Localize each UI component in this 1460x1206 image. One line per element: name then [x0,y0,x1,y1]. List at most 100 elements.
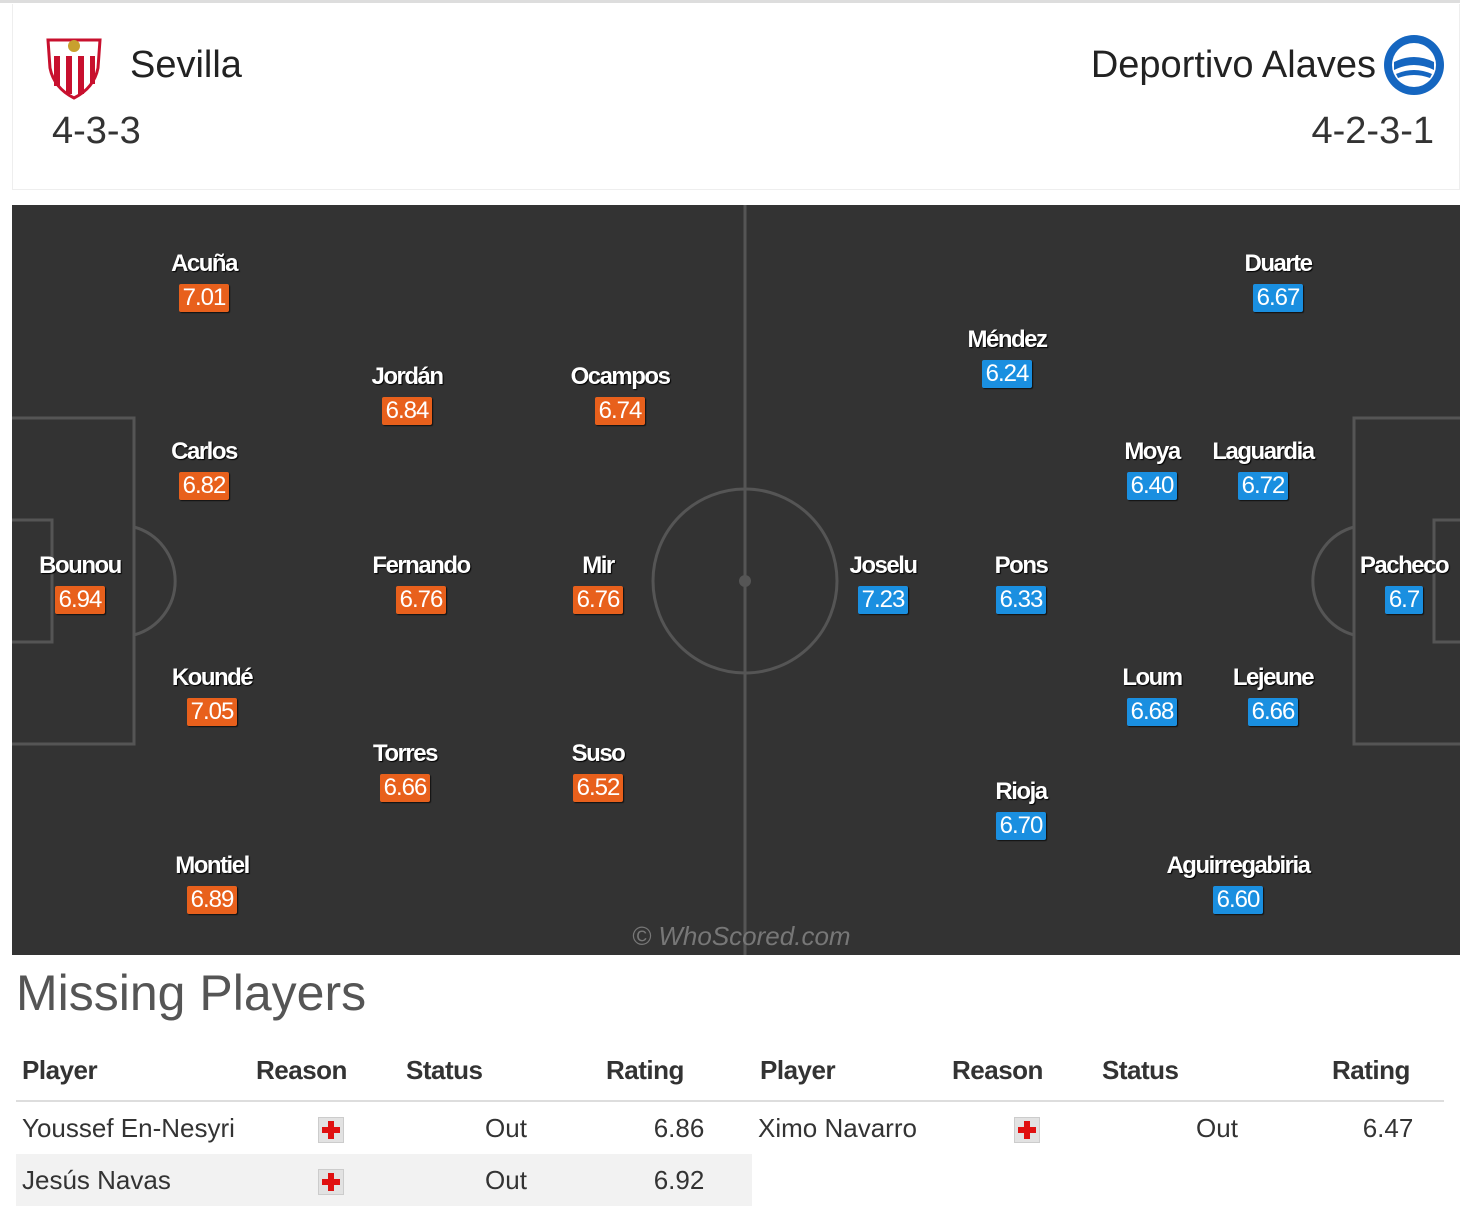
pitch: Acuña 7.01 Carlos 6.82 Bounou 6.94 Kound… [12,205,1460,955]
player-marker-duarte[interactable]: Duarte 6.67 [1178,250,1378,312]
player-rating: 6.66 [379,774,431,802]
alaves-crest-icon[interactable] [1382,32,1446,98]
player-marker-fernando[interactable]: Fernando 6.76 [321,552,521,614]
player-rating: 7.23 [857,586,909,614]
player-marker-torres[interactable]: Torres 6.66 [305,740,505,802]
missing-player-name[interactable]: Jesús Navas [16,1154,256,1206]
player-marker-ocampos[interactable]: Ocampos 6.74 [520,363,720,425]
col-reason: Reason [256,1040,406,1102]
player-marker-joselu[interactable]: Joselu 7.23 [783,552,983,614]
injury-icon[interactable] [318,1168,344,1195]
player-name: Koundé [171,664,254,691]
missing-players-title: Missing Players [16,965,367,1021]
player-name: Suso [571,740,626,767]
missing-rating: 6.92 [606,1154,752,1206]
player-name: Duarte [1244,250,1313,277]
player-marker-suso[interactable]: Suso 6.52 [498,740,698,802]
player-marker-mir[interactable]: Mir 6.76 [498,552,698,614]
col-status: Status [406,1040,606,1102]
away-formation: 4-2-3-1 [1311,110,1435,152]
player-name: Méndez [967,326,1048,353]
player-name: Loum [1122,664,1183,691]
pitch-markings [12,205,1460,955]
player-rating: 6.52 [572,774,624,802]
player-name: Aguirregabiria [1166,852,1311,879]
player-name: Montiel [175,852,250,879]
player-marker-carlos[interactable]: Carlos 6.82 [104,438,304,500]
table-header-row: Player Reason Status Rating [752,1040,1444,1102]
table-row: Youssef En-Nesyri Out 6.86 [16,1101,752,1154]
injury-icon[interactable] [1014,1116,1040,1143]
missing-rating: 6.86 [653,1112,705,1143]
home-missing-table: Player Reason Status Rating Youssef En-N… [16,1040,752,1206]
player-marker-pacheco[interactable]: Pacheco 6.7 [1304,552,1460,614]
player-name: Pons [994,552,1049,579]
missing-rating: 6.47 [1362,1112,1414,1143]
player-rating: 6.40 [1126,472,1178,500]
col-player: Player [16,1040,256,1102]
player-marker-moya[interactable]: Moya 6.40 [1052,438,1252,500]
player-rating: 6.60 [1212,886,1264,914]
player-name: Bounou [39,552,122,579]
player-name: Moya [1124,438,1181,465]
player-name: Pacheco [1359,552,1450,579]
player-name: Joselu [849,552,918,579]
away-missing-table: Player Reason Status Rating Ximo Navarro… [752,1040,1444,1154]
player-marker-montiel[interactable]: Montiel 6.89 [112,852,312,914]
player-marker-jordan[interactable]: Jordán 6.84 [307,363,507,425]
player-name: Acuña [171,250,238,277]
player-name: Jordán [371,363,444,390]
missing-player-name[interactable]: Ximo Navarro [758,1112,917,1143]
player-name: Laguardia [1212,438,1315,465]
player-rating: 6.66 [1247,698,1299,726]
player-name: Rioja [995,778,1048,805]
top-border [0,0,1460,3]
table-row: Ximo Navarro Out 6.47 [752,1101,1444,1154]
missing-status: Out [1196,1112,1238,1143]
home-team-name[interactable]: Sevilla [130,44,242,86]
player-name: Torres [373,740,438,767]
col-reason: Reason [952,1040,1102,1102]
injury-icon[interactable] [318,1116,344,1143]
player-rating: 6.72 [1237,472,1289,500]
away-team-name[interactable]: Deportivo Alaves [1090,44,1376,86]
player-rating: 6.76 [395,586,447,614]
col-player: Player [752,1040,952,1102]
player-name: Lejeune [1232,664,1315,691]
player-rating: 6.89 [186,886,238,914]
whoscored-watermark: © WhoScored.com [632,921,851,951]
col-status: Status [1102,1040,1332,1102]
sevilla-crest-icon[interactable] [44,34,104,100]
player-marker-loum[interactable]: Loum 6.68 [1052,664,1252,726]
player-rating: 7.01 [178,284,230,312]
player-rating: 6.84 [381,397,433,425]
player-rating: 6.74 [594,397,646,425]
player-marker-bounou[interactable]: Bounou 6.94 [12,552,180,614]
player-rating: 6.70 [995,812,1047,840]
home-formation: 4-3-3 [52,110,141,152]
player-rating: 6.7 [1384,586,1424,614]
player-marker-kounde[interactable]: Koundé 7.05 [112,664,312,726]
player-marker-lejeune[interactable]: Lejeune 6.66 [1173,664,1373,726]
col-rating: Rating [606,1040,752,1102]
player-marker-rioja[interactable]: Rioja 6.70 [921,778,1121,840]
table-row: Jesús Navas Out 6.92 [16,1154,752,1206]
match-header [12,4,1460,190]
player-rating: 6.68 [1126,698,1178,726]
player-marker-mendez[interactable]: Méndez 6.24 [907,326,1107,388]
player-marker-laguardia[interactable]: Laguardia 6.72 [1163,438,1363,500]
player-marker-acuna[interactable]: Acuña 7.01 [104,250,304,312]
player-rating: 7.05 [186,698,238,726]
player-rating: 6.24 [981,360,1033,388]
player-name: Fernando [372,552,471,579]
missing-player-name[interactable]: Youssef En-Nesyri [22,1112,235,1143]
player-name: Mir [582,552,615,579]
player-marker-pons[interactable]: Pons 6.33 [921,552,1121,614]
player-rating: 6.76 [572,586,624,614]
player-marker-aguirregabiria[interactable]: Aguirregabiria 6.60 [1138,852,1338,914]
player-name: Ocampos [570,363,671,390]
player-name: Carlos [171,438,238,465]
col-rating: Rating [1332,1040,1444,1102]
missing-status: Out [485,1112,527,1143]
player-rating: 6.67 [1252,284,1304,312]
